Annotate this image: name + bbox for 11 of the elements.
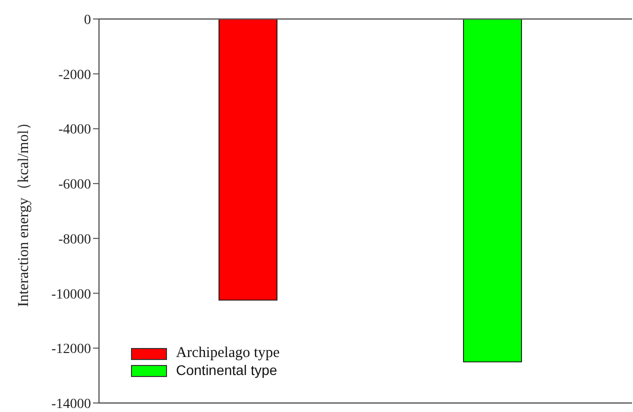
y-tick-label: 0	[84, 12, 91, 28]
y-tick-label: -12000	[51, 342, 91, 358]
legend-label: Continental type	[176, 362, 278, 379]
legend-label: Archipelago type	[176, 345, 280, 362]
y-tick-label: -6000	[58, 178, 91, 193]
y-tick-label: -2000	[58, 68, 91, 83]
y-tick-label: -4000	[58, 122, 91, 138]
y-axis-title: Interaction energy（kcal/mol）	[16, 115, 32, 307]
y-tick-label: -14000	[51, 396, 91, 412]
y-tick-label: -10000	[51, 287, 91, 302]
y-tick-label: -8000	[58, 232, 91, 248]
